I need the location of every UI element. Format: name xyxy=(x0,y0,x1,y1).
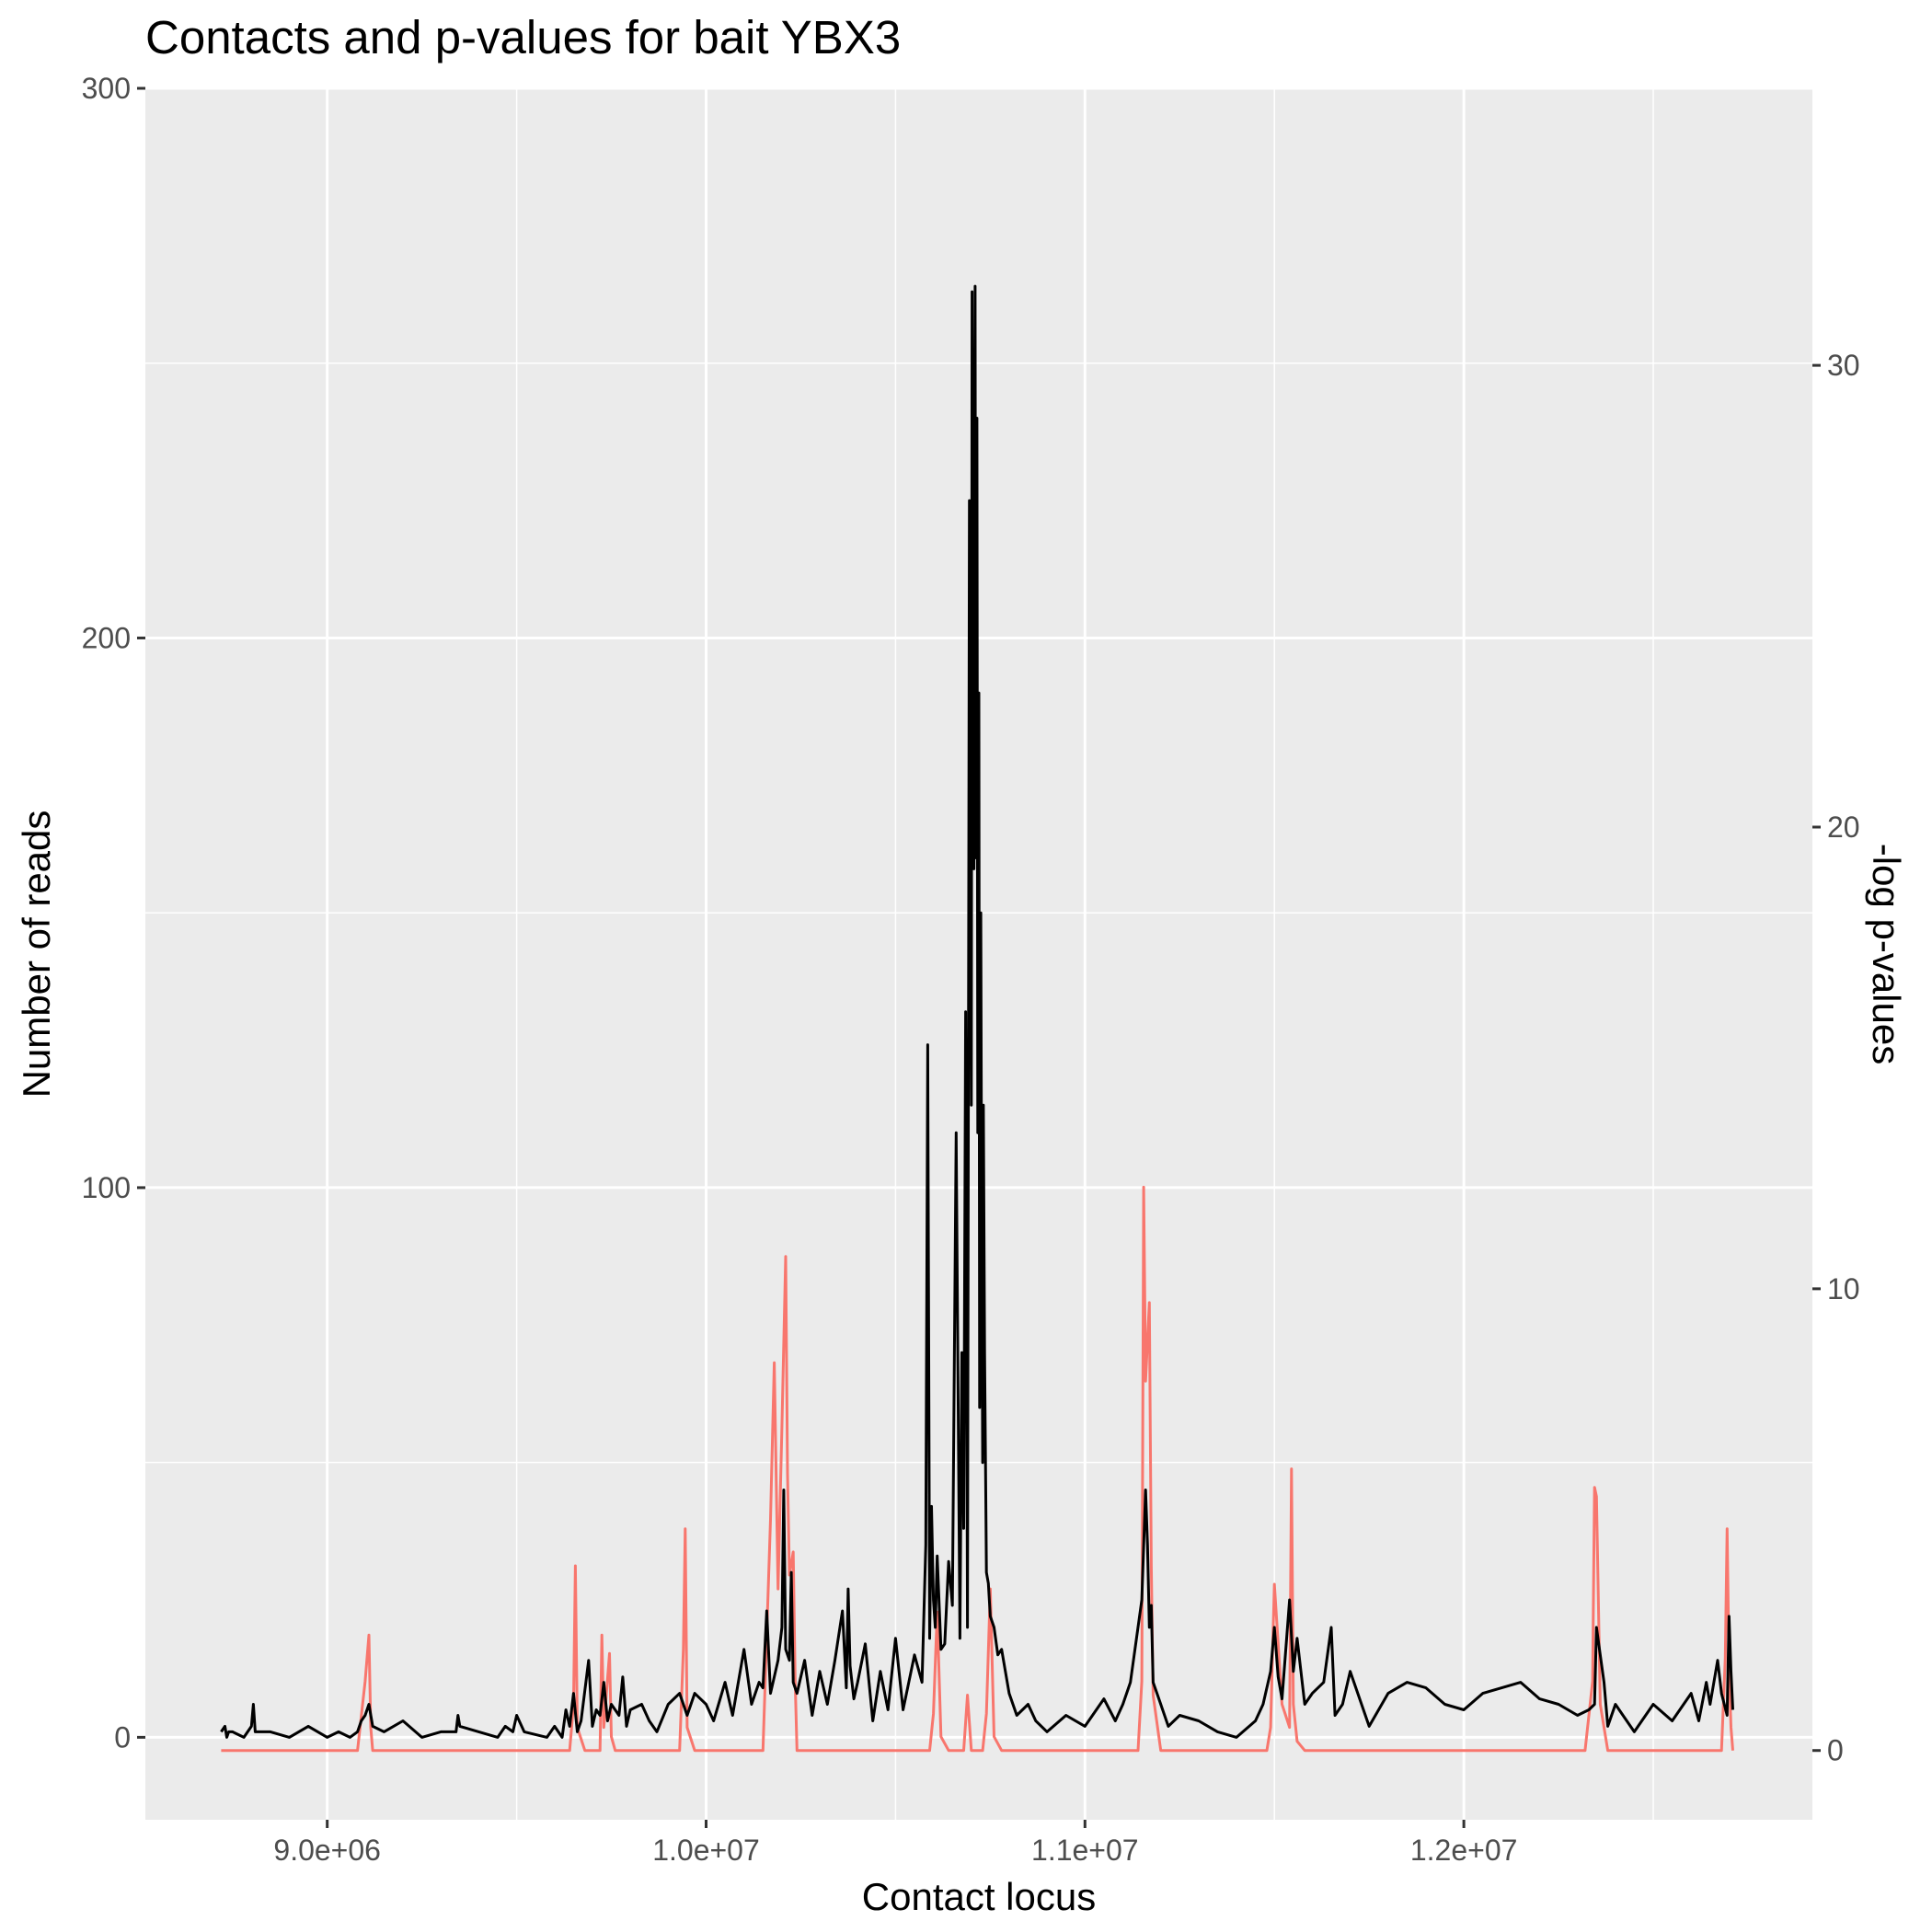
y-tick-label: 300 xyxy=(82,72,131,105)
y2-tick-label: 30 xyxy=(1827,349,1860,382)
y-tick-label: 0 xyxy=(114,1720,131,1754)
chart-title: Contacts and p-values for bait YBX3 xyxy=(145,11,901,63)
reads-series-line xyxy=(220,284,1734,1739)
pvalue-series-line xyxy=(221,1185,1734,1753)
y-tick-label: 100 xyxy=(82,1171,131,1204)
x-tick-label: 9.0e+06 xyxy=(273,1834,381,1867)
series-layer xyxy=(220,284,1734,1753)
y2-axis-title: -log p-values xyxy=(1865,844,1908,1064)
x-tick-label: 1.0e+07 xyxy=(652,1834,760,1867)
major-gridlines xyxy=(145,86,1812,1820)
y-tick-label: 200 xyxy=(82,621,131,654)
y2-tick-label: 20 xyxy=(1827,811,1860,844)
x-tick-label: 1.1e+07 xyxy=(1031,1834,1139,1867)
axes-layer: 9.0e+06 1.0e+07 1.1e+07 1.2e+07 0 100 200 300 0 1… xyxy=(82,72,1860,1867)
x-tick-label: 1.2e+07 xyxy=(1410,1834,1518,1867)
y2-tick-label: 0 xyxy=(1827,1734,1844,1767)
y2-tick-label: 10 xyxy=(1827,1272,1860,1305)
y-axis-title: Number of reads xyxy=(15,811,58,1098)
x-axis-title: Contact locus xyxy=(862,1875,1096,1918)
